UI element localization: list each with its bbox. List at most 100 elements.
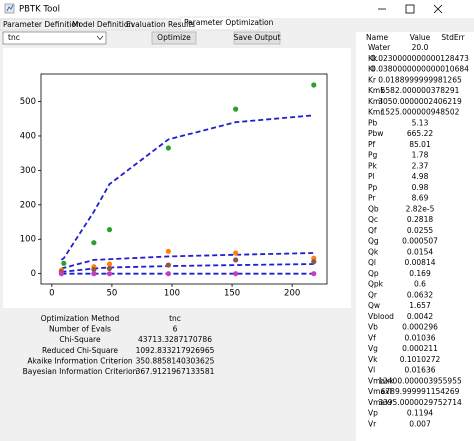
parameter-value: 0.007 [409, 419, 431, 428]
summary-label: Number of Evals [49, 325, 111, 334]
parameter-name: Qg [368, 237, 379, 246]
summary-value: 43713.3287170786 [138, 335, 212, 344]
data-point [233, 257, 239, 263]
optimize-button-label[interactable]: Optimize [157, 33, 191, 42]
maximize-button[interactable] [405, 4, 415, 14]
data-point [165, 262, 171, 268]
tab-label[interactable]: Evaluation Results [126, 20, 195, 29]
data-point [311, 82, 317, 88]
parameter-value: 2.37 [412, 161, 429, 170]
parameter-value: 0.0255 [407, 226, 433, 235]
parameter-name: Water [368, 43, 391, 52]
save-button-label[interactable]: Save Output [234, 33, 281, 42]
optimize-button[interactable] [151, 31, 197, 45]
parameter-value: 0.0230000000000128473 [371, 54, 469, 63]
parameter-name: Vb [368, 323, 378, 332]
parameter-name: Qpk [368, 280, 384, 289]
parameter-name: Kl [368, 65, 375, 74]
data-point [106, 271, 113, 277]
parameter-value: 8.69 [412, 194, 429, 203]
y-tick-label: 100 [20, 235, 36, 245]
data-point [91, 240, 97, 246]
parameter-name: Vf [368, 333, 376, 342]
y-tick-label: 200 [20, 200, 36, 210]
combobox-arrow[interactable] [96, 35, 104, 41]
model-line [61, 252, 314, 270]
parameter-name: Qb [368, 204, 379, 213]
parameter-value: 85.01 [409, 140, 431, 149]
parameter-value: 4.98 [412, 172, 429, 181]
data-point [165, 145, 171, 151]
title-bar [0, 0, 474, 18]
parameter-name: Kr [368, 75, 377, 84]
parameter-value: 0.0632 [407, 290, 433, 299]
axes-frame [40, 73, 328, 285]
parameter-value: 0.2818 [407, 215, 433, 224]
column-header: Name [366, 33, 389, 42]
parameter-value: 1.657 [409, 301, 431, 310]
save-button[interactable] [233, 31, 281, 45]
summary-value: tnc [169, 314, 181, 323]
x-tick-label: 100 [164, 289, 180, 299]
model-line [60, 114, 314, 261]
parameter-name: Pf [368, 140, 376, 149]
parameter-name: Qf [368, 226, 377, 235]
parameter-value: 5582.000000378291 [381, 86, 460, 95]
parameter-name: Qw [368, 301, 380, 310]
parameter-name: Vp [368, 409, 378, 418]
summary-value: 367.9121967133581 [136, 367, 215, 376]
parameter-value: 20.0 [412, 43, 429, 52]
parameter-table: Name Value StdErr Water 20.0 Kk0.023000000000… [366, 33, 469, 428]
parameter-value: 1525.000000948502 [381, 108, 460, 117]
parameter-value: 3395.0000029752714 [378, 398, 462, 407]
parameter-name: Vk [368, 355, 378, 364]
data-point [233, 271, 239, 277]
parameter-name: Pg [368, 151, 378, 160]
parameter-name: Qc [368, 215, 378, 224]
parameter-value: 2.82e-5 [406, 204, 435, 213]
parameter-name: Qp [368, 269, 379, 278]
summary-value: 6 [173, 325, 178, 334]
parameter-value: 0.1194 [407, 409, 433, 418]
y-tick-label: 300 [20, 166, 36, 176]
parameter-name: Vmaxk [368, 376, 394, 385]
parameter-value: 0.000211 [402, 344, 438, 353]
tab-selected[interactable] [180, 16, 260, 31]
x-tick-label: 200 [284, 289, 300, 299]
parameter-name: Kmk [368, 86, 385, 95]
parameter-value: 0.169 [409, 269, 431, 278]
parameter-value: 0.6 [414, 280, 426, 289]
method-combobox[interactable] [2, 31, 107, 45]
close-button[interactable] [433, 4, 443, 14]
window-title: PBTK Tool [19, 5, 60, 15]
summary-label: Akaike Information Criterion [27, 356, 133, 365]
tab-label[interactable]: Parameter Optimization [184, 18, 274, 27]
summary-value: 350.8858140303625 [136, 356, 215, 365]
tab-label[interactable]: Parameter Definition [3, 20, 81, 29]
x-tick-label: 0 [49, 289, 54, 299]
summary-table: Optimization Method tnc Number of Evals 6 Ch… [23, 314, 215, 376]
parameter-name: Vmaxr [368, 398, 393, 407]
method-value[interactable]: tnc [8, 33, 20, 42]
parameter-name: Pk [368, 161, 378, 170]
data-point [91, 266, 97, 273]
app-icon [4, 3, 15, 14]
data-point [106, 227, 113, 233]
column-header: StdErr [441, 33, 465, 42]
data-point [106, 265, 113, 272]
x-tick-label: 150 [224, 289, 240, 299]
parameter-value: 5.13 [412, 118, 429, 127]
summary-label: Bayesian Information Criterion [23, 367, 138, 376]
parameter-value: 6789.999991154269 [381, 387, 460, 396]
parameter-table-background [356, 32, 474, 441]
parameter-value: 0.1010272 [400, 355, 441, 364]
data-point [165, 248, 171, 254]
parameter-name: Vg [368, 344, 378, 353]
y-tick-label: 400 [20, 131, 36, 141]
column-header: Value [410, 33, 431, 42]
parameter-value: 0.0042 [407, 312, 433, 321]
y-tick-label: 0 [31, 269, 36, 279]
parameter-value: 1.78 [412, 151, 429, 160]
tab-label[interactable]: Model Definition [72, 20, 133, 29]
parameter-value: 0.0154 [407, 247, 433, 256]
